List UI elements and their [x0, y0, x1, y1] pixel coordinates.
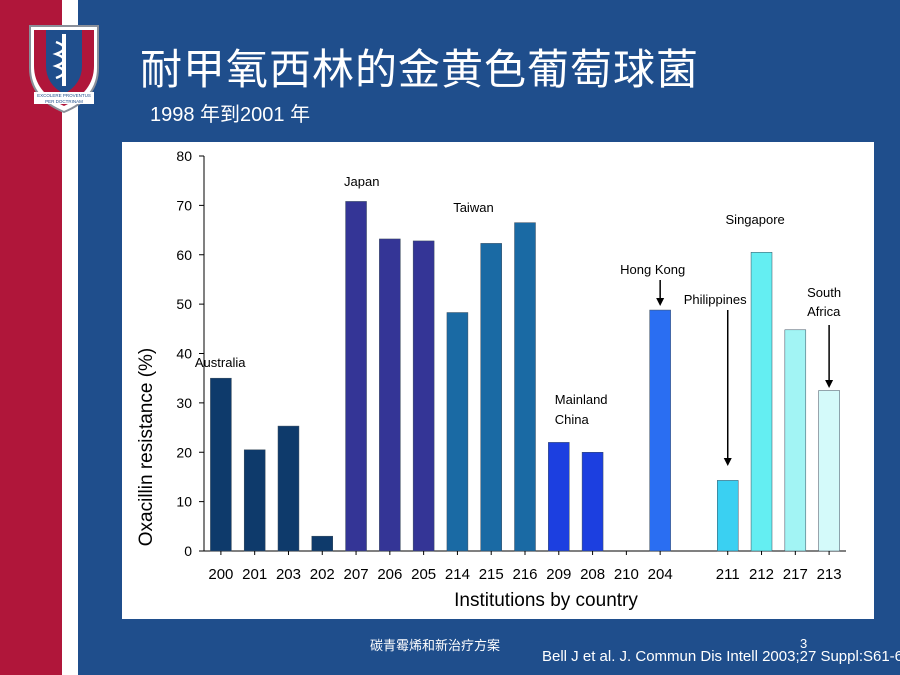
bar-215	[480, 243, 502, 552]
bar-214	[446, 312, 469, 552]
x-tick-label: 204	[648, 566, 673, 583]
x-tick-label: 208	[580, 566, 605, 583]
x-tick-label: 210	[614, 566, 639, 583]
left-white-stripe	[62, 0, 78, 675]
x-tick-label: 216	[512, 566, 537, 583]
group-label: Taiwan	[453, 200, 493, 215]
bar-206	[379, 238, 401, 552]
bar-202	[311, 535, 333, 552]
group-label: Japan	[344, 174, 379, 189]
group-label: Australia	[195, 355, 246, 370]
group-label: Africa	[807, 304, 841, 319]
y-tick-label: 40	[176, 346, 192, 362]
bar-209	[548, 442, 570, 552]
x-tick-label: 205	[411, 566, 436, 583]
y-axis-label: Oxacillin resistance (%)	[136, 348, 157, 547]
y-tick-label: 10	[176, 494, 192, 510]
bar-204	[649, 309, 671, 552]
bar-216	[514, 222, 536, 552]
y-tick-label: 50	[176, 296, 192, 312]
y-tick-label: 0	[184, 543, 192, 559]
logo-motto-line1: EXCOLERE PROVENTUS	[37, 93, 91, 98]
y-tick-label: 60	[176, 247, 192, 263]
chart-panel: 0 10 20 30 40 50 60 70 80 200 201 203 202 207 206 205 21…	[122, 142, 874, 619]
page-number: 3	[800, 636, 808, 651]
x-tick-label: 209	[546, 566, 571, 583]
group-label: Hong Kong	[620, 262, 685, 277]
x-tick-label: 202	[310, 566, 335, 583]
slide-subtitle: 1998 年到2001 年	[150, 104, 311, 126]
bar-212	[750, 252, 773, 552]
x-tick-label: 217	[783, 566, 808, 583]
bar-213	[818, 390, 840, 552]
bar-chart: 0 10 20 30 40 50 60 70 80 200 201 203 202 207 206 205 21…	[136, 148, 846, 611]
group-label: Mainland	[555, 392, 608, 407]
group-label: South	[807, 285, 841, 300]
bar-201	[243, 449, 266, 552]
footer-citation: Bell J et al. J. Commun Dis Intell 2003;…	[542, 648, 900, 665]
x-tick-label: 206	[377, 566, 402, 583]
x-tick-label: 214	[445, 566, 470, 583]
x-tick-label: 215	[479, 566, 504, 583]
x-tick-label: 212	[749, 566, 774, 583]
arrow-head	[723, 458, 732, 466]
y-tick-label: 20	[176, 444, 192, 460]
x-tick-label: 211	[716, 566, 740, 583]
x-tick-label: 200	[208, 566, 233, 583]
logo-motto-line2: PER DOCTRINAM	[45, 99, 83, 104]
arrow-head	[656, 298, 665, 306]
footer-topic: 碳青霉烯和新治疗方案	[370, 639, 501, 654]
group-label: Singapore	[726, 212, 785, 227]
x-tick-label: 203	[276, 566, 301, 583]
y-tick-label: 30	[176, 395, 192, 411]
slide-title: 耐甲氧西林的金黄色葡萄球菌	[140, 45, 700, 94]
bar-207	[345, 201, 367, 552]
group-label: China	[555, 412, 590, 427]
x-tick-label: 207	[344, 566, 369, 583]
bar-203	[277, 425, 300, 552]
x-tick-label: 201	[242, 566, 267, 583]
bar-211	[717, 480, 739, 552]
group-label: Philippines	[684, 292, 747, 307]
bar-200	[210, 377, 232, 552]
y-tick-label: 70	[176, 197, 192, 213]
arrow-head	[825, 380, 834, 388]
x-axis-label: Institutions by country	[454, 590, 638, 611]
bar-217	[784, 329, 807, 552]
university-crest-logo: EXCOLERE PROVENTUS PER DOCTRINAM	[29, 25, 99, 114]
bar-208	[581, 452, 604, 552]
x-tick-label: 213	[817, 566, 842, 583]
bar-205	[412, 240, 435, 552]
y-tick-label: 80	[176, 148, 192, 164]
